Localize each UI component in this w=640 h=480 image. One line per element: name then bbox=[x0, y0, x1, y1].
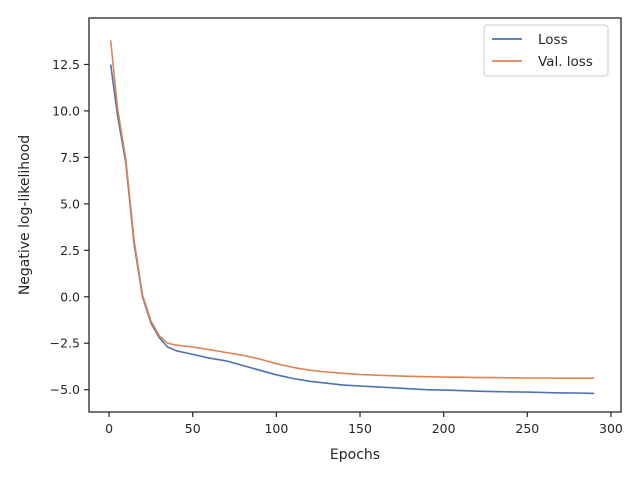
plot-frame bbox=[88, 17, 622, 413]
x-tick-label: 50 bbox=[185, 421, 201, 436]
y-axis-ticks: −5.0 −2.5 0.0 2.5 5.0 7.5 10.0 12.5 bbox=[50, 57, 89, 397]
legend-label-loss: Loss bbox=[538, 32, 568, 48]
legend: Loss Val. loss bbox=[483, 24, 609, 77]
y-tick-label: −2.5 bbox=[50, 336, 80, 351]
x-tick-label: 300 bbox=[599, 421, 623, 436]
x-tick-label: 100 bbox=[264, 421, 288, 436]
series-line-loss bbox=[109, 64, 595, 395]
legend-box bbox=[483, 24, 609, 77]
y-tick-label: 10.0 bbox=[52, 103, 80, 118]
series-layer bbox=[109, 40, 595, 395]
y-tick-label: 0.0 bbox=[60, 289, 80, 304]
x-axis-ticks: 0 50 100 150 200 250 300 bbox=[105, 412, 623, 436]
y-tick-label: −5.0 bbox=[50, 382, 80, 397]
series-line-val-loss bbox=[109, 40, 595, 380]
x-tick-label: 200 bbox=[432, 421, 456, 436]
y-tick-label: 5.0 bbox=[60, 196, 80, 211]
y-axis-label: Negative log-likelihood bbox=[17, 135, 33, 295]
x-axis-label: Epochs bbox=[330, 447, 380, 463]
y-tick-label: 2.5 bbox=[60, 243, 80, 258]
legend-label-val-loss: Val. loss bbox=[538, 54, 593, 70]
x-tick-label: 0 bbox=[105, 421, 113, 436]
x-tick-label: 150 bbox=[348, 421, 372, 436]
y-tick-label: 7.5 bbox=[60, 150, 80, 165]
x-tick-label: 250 bbox=[515, 421, 539, 436]
y-tick-label: 12.5 bbox=[52, 57, 80, 72]
